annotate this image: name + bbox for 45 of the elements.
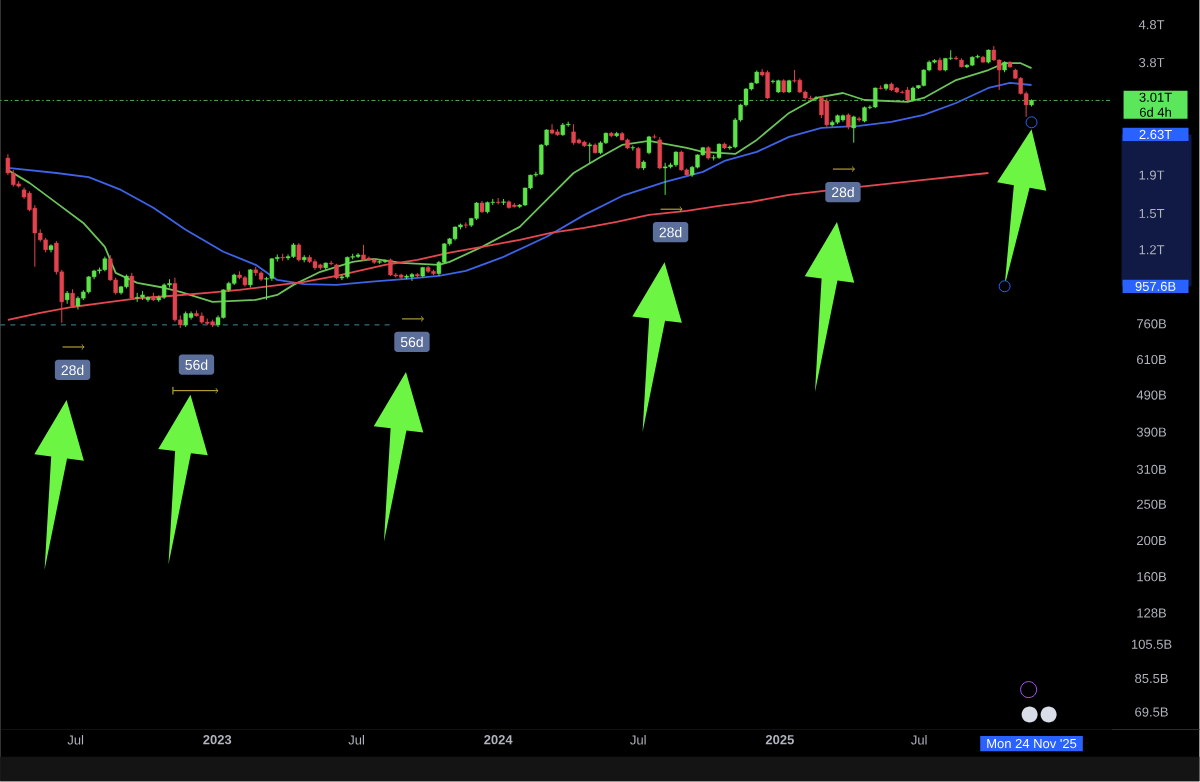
- y-tick-label: 3.8T: [1139, 58, 1165, 68]
- y-tick-label: 610B: [1137, 355, 1167, 365]
- y-tick-label: 1.2T: [1139, 245, 1165, 255]
- text: Mon 24 Nov '25: [987, 739, 1077, 749]
- x-tick-label: 2024: [484, 735, 513, 745]
- x-tick-label: Jul: [630, 735, 646, 745]
- y-tick-label: 250B: [1137, 499, 1167, 510]
- annotation: 28d: [61, 365, 84, 376]
- line-series: [7, 172, 990, 321]
- y-tick-label: 390B: [1136, 427, 1167, 437]
- y-tick-label: 1.9T: [1139, 170, 1165, 180]
- candlestick: [646, 135, 652, 155]
- text: 957.6B: [1135, 281, 1176, 292]
- x-tick-label: Jul: [911, 735, 927, 745]
- x-tick-label: 2023: [203, 735, 232, 745]
- candlestick: [587, 142, 592, 164]
- candlestick: [953, 55, 959, 61]
- annotation: 56d: [400, 336, 423, 348]
- candlestick: [296, 242, 302, 263]
- y-tick-label: 85.5B: [1135, 674, 1168, 684]
- y-tick-label: 69.5B: [1135, 707, 1168, 717]
- y-tick-label: 310B: [1136, 464, 1167, 475]
- y-tick-label: 128B: [1137, 608, 1167, 618]
- candlestick: [813, 95, 819, 102]
- y-tick-label: 160B: [1137, 572, 1167, 582]
- candlestick: [70, 289, 75, 309]
- candlestick: [328, 260, 334, 266]
- y-tick-label: 105.5B: [1131, 639, 1172, 650]
- y-tick-label: 4.8T: [1138, 20, 1165, 30]
- text: 6d 4h: [1139, 107, 1171, 118]
- x-tick-label: Jul: [67, 735, 84, 745]
- annotation: 28d: [831, 187, 854, 198]
- text: 2.63T: [1139, 130, 1172, 140]
- ref-line-label: 3.01T: [1139, 92, 1172, 103]
- annotation: 56d: [185, 359, 208, 371]
- x-tick-label: 2025: [765, 735, 794, 745]
- candlestick: [129, 272, 135, 301]
- y-tick-label: 760B: [1137, 319, 1167, 329]
- y-tick-label: 200B: [1137, 536, 1167, 546]
- candlestick: [851, 115, 856, 144]
- y-tick-label: 490B: [1136, 390, 1167, 400]
- y-tick-label: 1.5T: [1139, 209, 1165, 219]
- candlestick: [248, 268, 253, 289]
- x-tick-label: Jul: [348, 735, 364, 745]
- annotation: 28d: [659, 227, 682, 238]
